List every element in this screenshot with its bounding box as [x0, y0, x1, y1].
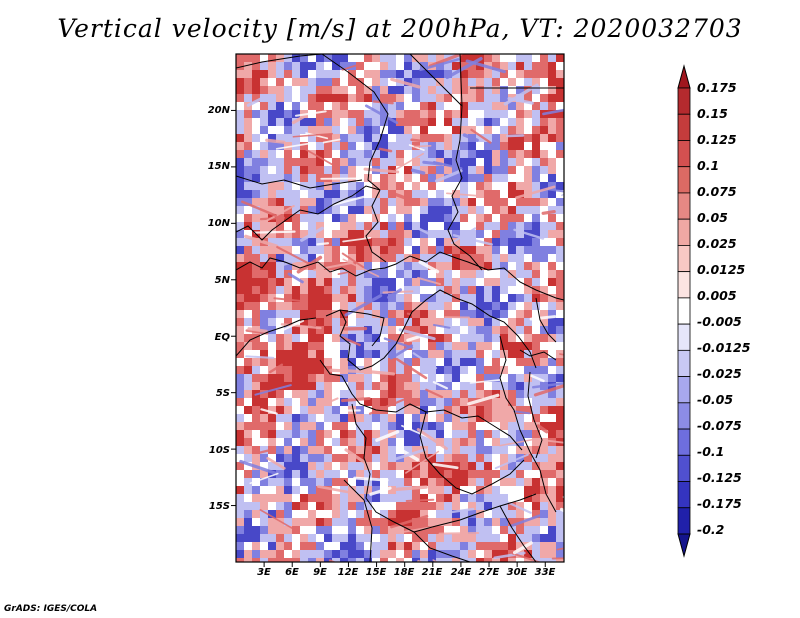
colorbar-segment — [677, 376, 691, 404]
colorbar-label: 0.175 — [697, 80, 737, 95]
colorbar-segment — [677, 140, 691, 168]
colorbar-segment — [677, 166, 691, 194]
lat-label: 15S — [208, 501, 230, 512]
colorbar-label: -0.1 — [697, 444, 725, 459]
lat-label: EQ — [214, 332, 230, 343]
colorbar-label: -0.125 — [697, 470, 742, 485]
colorbar-label: -0.025 — [697, 366, 742, 381]
map-frame — [235, 53, 565, 563]
colorbar-segment — [677, 402, 691, 430]
lat-label: 10N — [207, 218, 230, 229]
colorbar — [677, 64, 691, 558]
grads-credit: GrADS: IGES/COLA — [4, 604, 98, 614]
lon-label: 12E — [337, 567, 359, 578]
lon-label: 9E — [313, 567, 327, 578]
colorbar-label: 0.0125 — [697, 262, 746, 277]
colorbar-label: -0.005 — [697, 314, 742, 329]
colorbar-segment — [677, 192, 691, 220]
colorbar-segment — [677, 245, 691, 273]
colorbar-segment — [677, 454, 691, 482]
colorbar-min-arrow — [677, 533, 691, 558]
lat-label: 5S — [215, 388, 230, 399]
lon-label: 3E — [257, 567, 271, 578]
colorbar-label: -0.2 — [697, 522, 725, 537]
lat-label: 15N — [207, 161, 230, 172]
velocity-field — [236, 54, 564, 562]
plot-title: Vertical velocity [m/s] at 200hPa, VT: 2… — [57, 14, 743, 43]
colorbar-segment — [677, 271, 691, 299]
lon-label: 24E — [450, 567, 472, 578]
colorbar-segment — [677, 87, 691, 115]
colorbar-segment — [677, 113, 691, 141]
colorbar-segment — [677, 428, 691, 456]
colorbar-label: 0.025 — [697, 236, 737, 251]
lon-label: 33E — [534, 567, 556, 578]
lon-label: 18E — [393, 567, 415, 578]
colorbar-label: 0.1 — [697, 158, 720, 173]
colorbar-label: 0.075 — [697, 184, 737, 199]
colorbar-label: 0.005 — [697, 288, 737, 303]
lat-label: 20N — [207, 105, 230, 116]
colorbar-segment — [677, 349, 691, 377]
colorbar-label: -0.175 — [697, 496, 742, 511]
lon-label: 6E — [285, 567, 299, 578]
lat-label: 5N — [214, 275, 230, 286]
colorbar-label: 0.15 — [697, 106, 728, 121]
lon-label: 15E — [365, 567, 387, 578]
lon-label: 21E — [421, 567, 443, 578]
colorbar-max-arrow — [677, 64, 691, 89]
colorbar-segment — [677, 218, 691, 246]
lat-label: 10S — [208, 445, 230, 456]
colorbar-label: 0.05 — [697, 210, 728, 225]
colorbar-segment — [677, 297, 691, 325]
colorbar-segment — [677, 507, 691, 535]
country-borders — [236, 54, 564, 562]
lon-label: 27E — [478, 567, 500, 578]
colorbar-label: -0.075 — [697, 418, 742, 433]
colorbar-label: 0.125 — [697, 132, 737, 147]
colorbar-segment — [677, 481, 691, 509]
colorbar-label: -0.0125 — [697, 340, 751, 355]
colorbar-segment — [677, 323, 691, 351]
colorbar-label: -0.05 — [697, 392, 734, 407]
lon-label: 30E — [506, 567, 528, 578]
